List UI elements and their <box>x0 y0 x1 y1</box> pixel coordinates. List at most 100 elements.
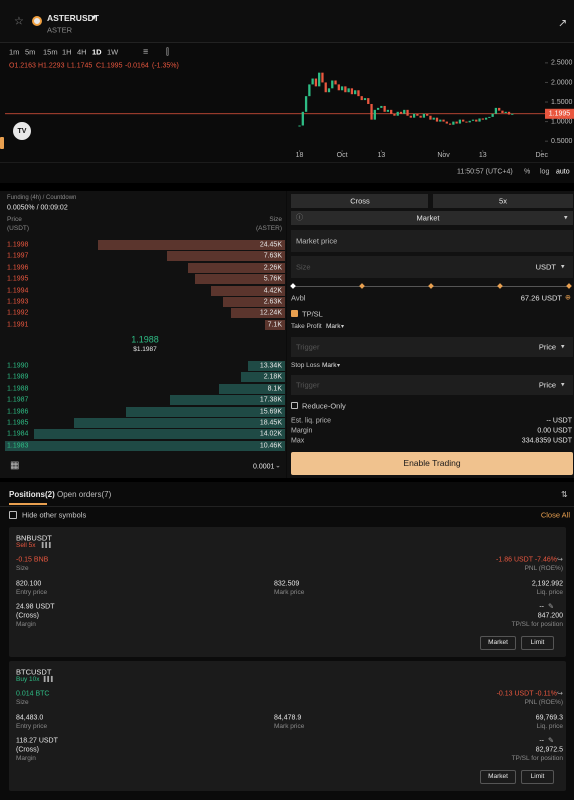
tp-trigger[interactable]: Trigger <box>296 342 320 352</box>
favorite-star[interactable]: ☆ <box>14 15 24 28</box>
ask-depth-bar <box>98 240 285 250</box>
tick-size[interactable]: 0.0001 <box>253 463 275 471</box>
limit-close-label[interactable]: Limit <box>530 772 545 780</box>
liq-price: 69,769.3 <box>535 714 563 722</box>
symbol[interactable]: ASTERUSDT <box>47 12 99 23</box>
market-close-label[interactable]: Market <box>488 772 508 780</box>
tpsl-edit-icon[interactable]: ✎ <box>548 603 554 611</box>
position-margin: 118.27 USDT <box>16 737 58 745</box>
ask-size: 5.76K <box>263 275 282 283</box>
timeframe[interactable]: 1m <box>9 47 20 57</box>
tpsl-edit-icon[interactable]: ✎ <box>548 737 554 745</box>
size-input[interactable] <box>291 256 573 278</box>
ohlc-value: C1.1995 <box>96 62 123 70</box>
auto-toggle[interactable]: auto <box>556 168 570 176</box>
candle <box>416 113 419 116</box>
market-close-button[interactable] <box>480 636 516 650</box>
bid-size: 17.38K <box>259 396 282 404</box>
tpsl-checkbox[interactable] <box>291 310 298 317</box>
chart-toggle[interactable]: ↗ <box>558 17 568 30</box>
sl-price-type[interactable]: Price <box>538 380 556 390</box>
percent-toggle[interactable]: % <box>524 168 531 176</box>
candle <box>507 111 511 115</box>
sl-trigger-input[interactable] <box>291 375 573 395</box>
timeframe[interactable]: 15m <box>43 47 58 57</box>
limit-close-button[interactable] <box>521 636 554 650</box>
position-margin-label: Margin <box>16 620 36 628</box>
entry-price: 820.100 <box>16 580 42 588</box>
tp-price-type[interactable]: Price <box>538 342 556 352</box>
ask-size: 2.26K <box>263 264 282 272</box>
reduce-only-checkbox[interactable] <box>291 402 298 409</box>
y-tick-label: 2.0000 <box>551 79 573 86</box>
order-type[interactable]: Market <box>416 213 440 223</box>
candle <box>376 107 380 110</box>
candle <box>367 98 370 104</box>
ask-price: 1.1998 <box>7 241 29 249</box>
limit-close-label[interactable]: Limit <box>530 638 545 646</box>
positions-tab[interactable]: Positions(2) <box>9 490 55 499</box>
margin-mode[interactable]: Cross <box>350 196 370 206</box>
bid-size: 15.69K <box>259 408 282 416</box>
divider <box>0 42 574 43</box>
tpsl-value: -- <box>539 737 544 745</box>
candle <box>298 125 301 127</box>
mark-price: 832.509 <box>274 580 300 588</box>
order-type-select[interactable] <box>291 211 573 225</box>
sort-icon[interactable]: ⇅ <box>561 490 568 499</box>
chart-time: 11:50:57 (UTC+4) <box>457 168 513 176</box>
enable-trading-button[interactable] <box>291 452 573 475</box>
timeframe[interactable]: 5m <box>25 47 36 57</box>
tv-logo: TV <box>18 128 27 135</box>
sl-trigger[interactable]: Trigger <box>296 380 320 390</box>
market-close-label[interactable]: Market <box>488 638 508 646</box>
size-unit-dropdown: ▾ <box>561 263 565 271</box>
position-pnl-label: PNL (ROE%) <box>524 698 563 706</box>
size-placeholder[interactable]: Size <box>296 262 311 272</box>
price-chart: 2.5000 2.0000 1.5000 1.0000 0.5000 18 Oct 13 Nov… <box>0 60 574 159</box>
leverage[interactable]: 5x <box>499 196 507 206</box>
funding-label: Funding (4h) / Countdown <box>7 195 77 201</box>
leverage-button[interactable] <box>433 194 573 208</box>
book-layout-button[interactable]: ▦ <box>10 460 20 471</box>
size-unit[interactable]: USDT <box>535 262 556 272</box>
enable-trading-label[interactable]: Enable Trading <box>403 457 461 468</box>
sl-trigger-type[interactable]: Mark <box>322 361 337 369</box>
tp-trigger-input[interactable] <box>291 337 573 357</box>
tpsl-price: 82,972.5 <box>535 746 563 754</box>
sl-trigger-dropdown: ▾ <box>337 363 341 369</box>
timeframe[interactable]: 4H <box>77 47 87 57</box>
candle <box>422 113 426 118</box>
x-tick-label: Nov <box>437 152 450 159</box>
share-icon[interactable]: ↪ <box>557 556 563 564</box>
timeframe[interactable]: 1D <box>92 47 102 57</box>
margin-mode-button[interactable] <box>291 194 428 208</box>
timeframe[interactable]: 1W <box>107 47 119 57</box>
tp-trigger-type[interactable]: Mark <box>326 322 341 330</box>
price-unit: (USDT) <box>7 224 30 232</box>
close-all[interactable]: Close All <box>540 510 570 520</box>
tp-trigger-dropdown: ▾ <box>341 324 345 330</box>
timeframe[interactable]: 1H <box>62 47 72 57</box>
transfer-icon[interactable]: ⊕ <box>565 294 571 302</box>
coin-icon <box>32 16 42 26</box>
price-placeholder[interactable]: Market price <box>296 236 338 246</box>
share-icon[interactable]: ↪ <box>557 690 563 698</box>
orders-tab[interactable]: Open orders(7) <box>57 490 112 499</box>
candle <box>340 86 344 91</box>
price-input[interactable] <box>291 230 573 252</box>
position-symbol: BNBUSDT <box>16 533 52 543</box>
hide-other-checkbox[interactable] <box>9 511 17 519</box>
indicator-button[interactable]: ≡ <box>143 46 149 57</box>
chart-type-button[interactable]: ⫿ <box>166 46 169 57</box>
limit-close-button[interactable] <box>521 770 554 784</box>
log-toggle[interactable]: log <box>540 168 550 176</box>
bid-depth-bar <box>125 406 285 417</box>
candle <box>347 88 350 93</box>
size-unit: (ASTER) <box>256 224 282 232</box>
market-close-button[interactable] <box>480 770 516 784</box>
candle <box>511 113 514 115</box>
candle <box>373 109 376 120</box>
ask-price: 1.1991 <box>7 321 29 329</box>
